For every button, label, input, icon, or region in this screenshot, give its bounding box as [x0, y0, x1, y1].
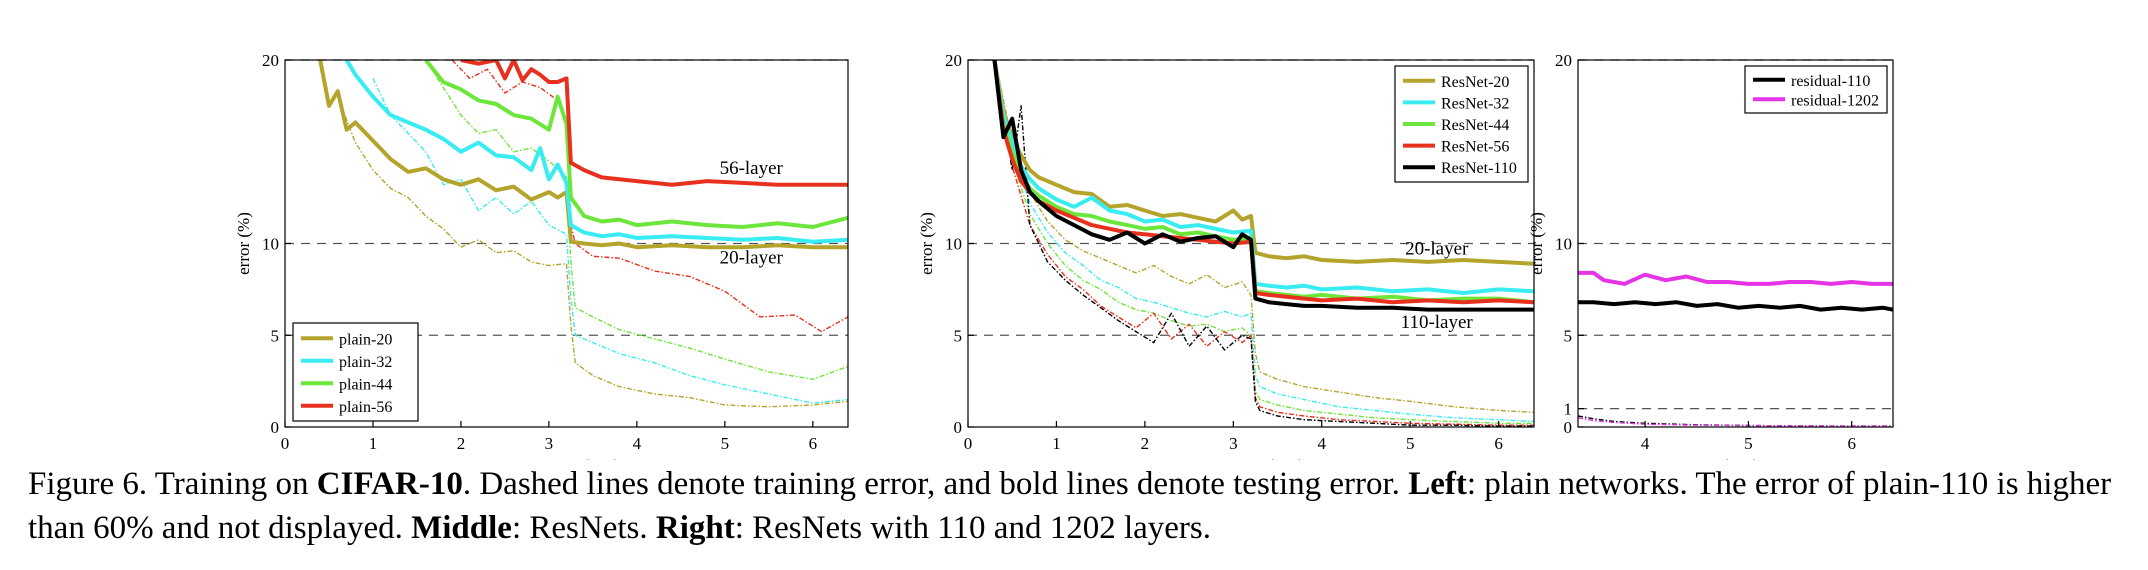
x-tick-label: 2: [1141, 434, 1150, 453]
test-line-residual-1202: [1578, 270, 1893, 286]
x-tick-label: 6: [1494, 434, 1503, 453]
train-line-series-6: [425, 60, 848, 380]
series-annotation: 20-layer: [1405, 239, 1469, 260]
train-line-series-5: [372, 78, 848, 404]
legend: ResNet-20 ResNet-32 ResNet-44 ResNet-56 ResN…: [1394, 65, 1529, 183]
caption-bold-text: CIFAR-10: [316, 466, 463, 502]
train-line-series-3: [1578, 417, 1893, 427]
series-group: [1578, 270, 1893, 427]
y-tick-label: 10: [262, 235, 279, 254]
caption-bold-text: Middle: [411, 510, 512, 546]
legend: plain-20 plain-32 plain-44 plain-56: [292, 322, 419, 422]
chart-panel-1: 0 1 2 3 4 5 6 0 5 10 20 iter. (1e4) error (%) 56-laye…: [234, 51, 849, 460]
caption-text: : plain networks. The error of plain-110…: [28, 466, 2112, 546]
figure-caption: Figure 6. Training on CIFAR-10. Dashed l…: [28, 462, 2128, 550]
y-tick-label: 20: [262, 51, 279, 70]
legend: residual-110 residual-1202: [1744, 65, 1888, 114]
y-tick-label: 0: [954, 418, 963, 437]
series-group: [992, 60, 1534, 427]
x-tick-label: 3: [1229, 434, 1238, 453]
y-tick-label: 5: [954, 326, 963, 345]
legend-label: ResNet-20: [1441, 74, 1509, 91]
train-line-series-2: [1578, 415, 1893, 427]
y-axis-label: error (%): [1527, 212, 1546, 275]
x-tick-label: 6: [809, 434, 818, 453]
x-tick-label: 3: [545, 434, 554, 453]
caption-bold-text: Left: [1408, 466, 1467, 502]
test-line-plain-32: [344, 60, 848, 244]
series-annotation: 20-layer: [720, 248, 784, 269]
y-axis-label: error (%): [234, 212, 253, 275]
y-tick-label: 10: [945, 235, 962, 254]
legend-label: ResNet-110: [1441, 160, 1517, 177]
test-line-resnet-20: [992, 60, 1534, 266]
caption-text: . Dashed lines denote training error, an…: [462, 466, 1409, 502]
legend-label: plain-20: [339, 331, 392, 348]
test-line-plain-56: [460, 60, 848, 187]
x-tick-label: 4: [1641, 434, 1650, 453]
train-line-series-9: [998, 87, 1534, 427]
test-line-plain-20: [318, 60, 848, 250]
x-tick-label: 5: [721, 434, 730, 453]
x-axis-label: iter. (1e4): [553, 456, 619, 460]
x-tick-label: 4: [633, 434, 642, 453]
x-tick-label: 1: [369, 434, 378, 453]
y-axis-label: error (%): [917, 212, 936, 275]
x-tick-label: 0: [281, 434, 290, 453]
series-annotation: 56-layer: [720, 158, 784, 179]
axes-frame: [1577, 59, 1894, 428]
series-group: [318, 60, 848, 408]
x-axis-label: iter. (1e4): [1692, 456, 1758, 460]
x-tick-label: 5: [1406, 434, 1415, 453]
x-tick-label: 4: [1318, 434, 1327, 453]
x-tick-label: 6: [1847, 434, 1856, 453]
caption-bold-text: Right: [655, 510, 735, 546]
y-tick-label: 20: [945, 51, 962, 70]
caption-text: : ResNets.: [511, 510, 656, 546]
test-line-resnet-32: [992, 60, 1534, 295]
train-line-series-7: [998, 96, 1534, 424]
y-tick-label: 10: [1555, 235, 1572, 254]
legend-label: plain-32: [339, 354, 392, 371]
legend-label: plain-44: [339, 376, 392, 393]
x-tick-label: 2: [457, 434, 466, 453]
x-tick-label: 5: [1744, 434, 1753, 453]
legend-box: [1744, 65, 1888, 114]
test-line-residual-110: [1578, 300, 1893, 312]
y-tick-label: 5: [271, 326, 280, 345]
chart-panel-3: 4 5 6 01 5 10 20 iter. (1e4) error (%) residual-1…: [1527, 51, 1894, 460]
x-tick-label: 0: [964, 434, 973, 453]
legend-label: ResNet-44: [1441, 117, 1509, 134]
chart-panel-2: 0 1 2 3 4 5 6 0 5 10 20 iter. (1e4) error (%) 20-laye…: [917, 51, 1535, 460]
y-tick-label: 0: [1564, 418, 1573, 437]
legend-label: residual-1202: [1791, 92, 1879, 109]
legend-label: ResNet-32: [1441, 95, 1509, 112]
test-line-plain-44: [424, 60, 848, 229]
legend-label: plain-56: [339, 399, 392, 416]
legend-label: ResNet-56: [1441, 139, 1509, 156]
figure-plots: 0123456051020iter. (1e4)error (%)56-laye…: [234, 51, 1894, 460]
legend-label: residual-110: [1791, 73, 1870, 90]
x-axis-label: iter. (1e4): [1238, 456, 1304, 460]
caption-text: Figure 6. Training on: [28, 466, 317, 502]
train-line-series-4: [337, 96, 848, 408]
x-tick-label: 1: [1052, 434, 1061, 453]
caption-text: : ResNets with 110 and 1202 layers.: [734, 510, 1211, 546]
train-line-series-5: [998, 78, 1534, 413]
y-tick-label: 1: [1564, 400, 1573, 419]
series-annotation: 110-layer: [1401, 312, 1474, 333]
train-line-series-6: [998, 87, 1534, 423]
test-line-resnet-110: [992, 60, 1534, 312]
train-line-series-7: [451, 60, 848, 333]
y-tick-label: 5: [1564, 326, 1573, 345]
y-tick-label: 20: [1555, 51, 1572, 70]
y-tick-label: 0: [271, 418, 280, 437]
